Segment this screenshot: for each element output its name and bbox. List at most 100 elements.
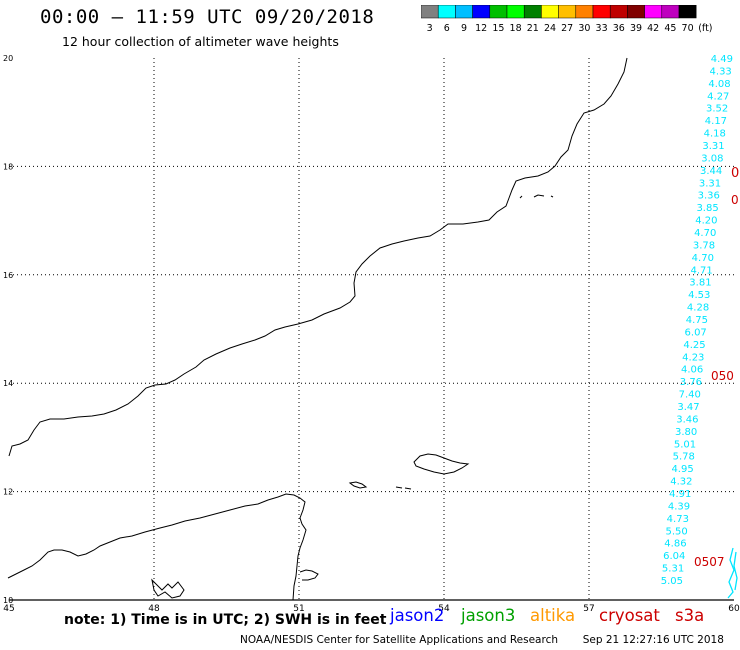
legend-label: 30: [578, 23, 590, 34]
swh-value-label: 4.95: [671, 464, 693, 475]
swh-value-label: 4.39: [668, 501, 690, 512]
legend-label: 33: [596, 23, 608, 34]
swh-value-label: 4.73: [667, 514, 689, 525]
swh-value-label: 4.71: [690, 265, 712, 276]
axis-labels: 45 48 51 54 57 60 20 18 16 14 12 10: [3, 54, 740, 614]
credit-line: NOAA/NESDIS Center for Satellite Applica…: [240, 634, 724, 646]
legend-jason3: jason3: [461, 606, 516, 625]
pass-time-label: 0: [731, 193, 739, 207]
track-marks: [727, 547, 738, 599]
swh-value-label: 4.86: [664, 539, 686, 550]
swh-value-label: 5.50: [665, 526, 687, 537]
swh-value-label: 3.44: [700, 166, 722, 177]
legend-label: 3: [427, 23, 433, 34]
chart-subtitle: 12 hour collection of altimeter wave hei…: [62, 34, 339, 49]
abd-al-kuri-island: [348, 481, 368, 489]
lon-tick-label: 57: [583, 604, 594, 614]
swh-value-label: 3.80: [675, 427, 697, 438]
islet-2: [404, 487, 412, 490]
legend-jason2: jason2: [390, 606, 445, 625]
lon-tick-label: 48: [148, 604, 160, 614]
legend-label: 70: [682, 23, 694, 34]
swh-value-label: 4.17: [705, 116, 727, 127]
kuria-muria-islands: [519, 194, 554, 199]
swh-value-label: 3.76: [680, 377, 702, 388]
lat-tick-label: 18: [3, 162, 13, 171]
legend-swatch: [678, 5, 697, 19]
track-segment-mark: [727, 547, 735, 599]
swh-value-label: 5.31: [662, 564, 684, 575]
swh-value-label: 4.06: [681, 365, 703, 376]
coastline-africa: [7, 493, 307, 601]
coastline-somalia-tip: [299, 569, 319, 581]
swh-value-label: 5.78: [673, 452, 695, 463]
legend-label: 36: [613, 23, 625, 34]
legend-label: 9: [461, 23, 467, 34]
lat-tick-label: 14: [3, 379, 13, 388]
track-segment-mark: [733, 551, 738, 591]
swh-value-label: 4.08: [708, 79, 730, 90]
swh-value-label: 3.78: [693, 240, 715, 251]
swh-value-label: 4.75: [686, 315, 708, 326]
somalia-scribble: [151, 578, 185, 599]
swh-value-label: 4.91: [669, 489, 691, 500]
legend-cryosat: cryosat: [599, 606, 660, 625]
swh-value-label: 4.49: [711, 54, 733, 65]
swh-value-label: 3.85: [696, 203, 718, 214]
pass-time-label: 0: [731, 166, 739, 181]
socotra-island: [413, 453, 470, 475]
swh-value-label: 5.05: [661, 576, 683, 587]
swh-value-label: 4.70: [692, 253, 714, 264]
swh-value-label: 4.20: [695, 216, 717, 227]
legend-label: 24: [544, 23, 556, 34]
swh-value-label: 4.27: [707, 91, 729, 102]
lat-tick-label: 10: [3, 596, 13, 605]
swh-value-label: 3.31: [699, 178, 721, 189]
pass-time-label: 050: [711, 369, 734, 383]
pass-time-labels: 0 0 050 0507: [694, 166, 739, 569]
legend-altika: altika: [530, 606, 576, 625]
swh-value-label: 4.28: [687, 303, 709, 314]
legend-label: 27: [561, 23, 573, 34]
legend-label: 39: [630, 23, 642, 34]
legend-label: 42: [647, 23, 659, 34]
lon-tick-label: 45: [3, 604, 14, 614]
swh-value-label: 3.08: [701, 153, 723, 164]
swh-value-label: 3.31: [702, 141, 724, 152]
lon-tick-label: 54: [438, 604, 450, 614]
swh-value-label: 4.25: [683, 340, 705, 351]
color-scale-legend: 3 6 9 12 15 18 21 24 27 30 33 36 39 42 45 70 (ft): [421, 5, 713, 34]
swh-value-label: 7.40: [679, 390, 701, 401]
swh-value-label: 4.18: [704, 129, 726, 140]
swh-value-label: 3.81: [689, 278, 711, 289]
coastline: [7, 57, 628, 601]
islet-1: [395, 486, 403, 489]
swh-value-label: 6.04: [663, 551, 685, 562]
swh-value-label: 5.01: [674, 439, 696, 450]
legend-label: 15: [492, 23, 504, 34]
legend-label: 45: [664, 23, 676, 34]
swh-value-label: 3.36: [698, 191, 720, 202]
legend-label: 18: [510, 23, 522, 34]
chart-title: 00:00 – 11:59 UTC 09/20/2018: [40, 6, 375, 28]
legend-unit: (ft): [698, 23, 712, 34]
legend-s3a: s3a: [675, 606, 705, 625]
generated-timestamp: Sep 21 12:27:16 UTC 2018: [582, 634, 724, 646]
swh-values: 4.494.334.084.273.524.174.183.313.083.44…: [661, 54, 733, 587]
legend-label: 21: [527, 23, 539, 34]
swh-value-label: 3.47: [677, 402, 699, 413]
pass-time-label: 0507: [694, 555, 725, 569]
swh-value-label: 6.07: [685, 327, 707, 338]
swh-value-label: 3.52: [706, 104, 728, 115]
lat-tick-label: 16: [3, 271, 13, 280]
swh-value-label: 3.46: [676, 414, 698, 425]
swh-value-label: 4.53: [688, 290, 710, 301]
credit-text: NOAA/NESDIS Center for Satellite Applica…: [240, 634, 558, 646]
footer-note: note: 1) Time is in UTC; 2) SWH is in fe…: [64, 612, 387, 628]
swh-value-label: 4.70: [694, 228, 716, 239]
lon-tick-label: 60: [728, 604, 740, 614]
legend-label: 12: [475, 23, 487, 34]
coastline-arabia: [8, 57, 628, 457]
swh-value-label: 4.32: [670, 477, 692, 488]
